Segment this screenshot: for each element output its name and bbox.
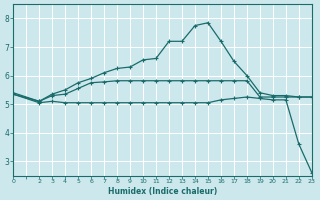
X-axis label: Humidex (Indice chaleur): Humidex (Indice chaleur) xyxy=(108,187,217,196)
